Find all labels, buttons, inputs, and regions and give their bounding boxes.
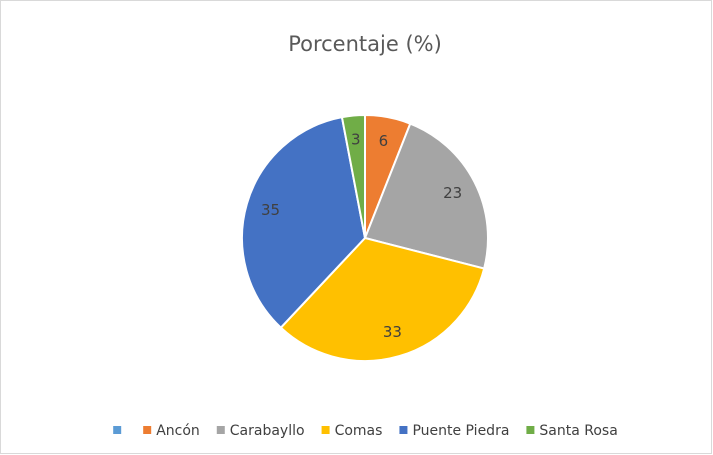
- pie-slice: [279, 236, 486, 362]
- data-label: 35: [261, 201, 280, 219]
- legend-swatch: [113, 426, 122, 434]
- legend-swatch: [399, 426, 408, 434]
- data-label: 6: [379, 132, 389, 150]
- pie-slice: [363, 122, 489, 270]
- legend-label: Santa Rosa: [539, 423, 617, 439]
- legend-label: Puente Piedra: [412, 423, 509, 439]
- legend-label: Carabayllo: [230, 423, 305, 439]
- pie-slice: [241, 116, 367, 330]
- data-label: 3: [351, 131, 361, 149]
- pie-slice: [340, 113, 366, 239]
- legend-label: Ancón: [156, 423, 200, 439]
- chart-title: Porcentaje (%): [288, 32, 442, 56]
- data-label: 23: [443, 184, 462, 202]
- legend-swatch: [216, 426, 225, 434]
- legend-swatch: [321, 426, 330, 434]
- legend-label: Comas: [335, 423, 383, 439]
- legend-swatch: [143, 426, 152, 434]
- data-label: 33: [383, 323, 402, 341]
- legend-swatch: [526, 426, 535, 434]
